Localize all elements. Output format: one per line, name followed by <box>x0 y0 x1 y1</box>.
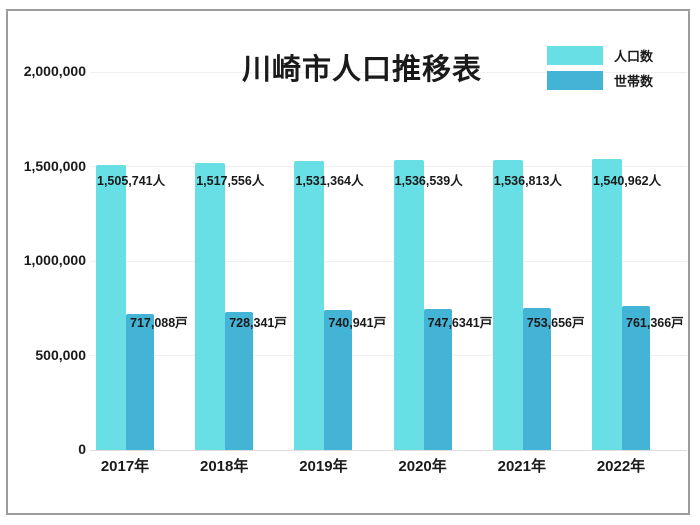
population-bar-2017年 <box>96 165 126 450</box>
population-value-label-2019年: 1,531,364人 <box>295 174 364 188</box>
population-bar-2018年 <box>195 163 226 450</box>
legend: 人口数 世帯数 <box>547 46 653 96</box>
household-bar-2017年 <box>126 314 154 450</box>
gridline-0 <box>90 449 687 451</box>
household-value-label-2021年: 753,656戸 <box>526 316 585 330</box>
household-value-label-2018年: 728,341戸 <box>229 316 287 330</box>
chart-title: 川崎市人口推移表 <box>241 54 482 86</box>
gridline-500000 <box>90 355 687 356</box>
gridline-2000000 <box>90 71 687 73</box>
x-axis-tick-label-2017年: 2017年 <box>100 458 150 475</box>
population-value-label-2021年: 1,536,813人 <box>493 174 562 188</box>
y-axis-tick-label: 0 <box>78 441 86 457</box>
household-bar-2019年 <box>324 309 353 450</box>
household-bar-2021年 <box>522 307 551 450</box>
population-value-label-2017年: 1,505,741人 <box>97 174 166 188</box>
y-axis-tick-label: 500,000 <box>35 346 86 363</box>
population-bar-2019年 <box>294 160 325 450</box>
legend-label-population: 人口数 <box>614 49 654 64</box>
population-bar-2022年 <box>592 158 622 450</box>
legend-item-household: 世帯数 <box>547 71 653 90</box>
legend-label-household: 世帯数 <box>614 74 654 89</box>
y-axis-tick-label: 2,000,000 <box>23 63 86 79</box>
x-axis-tick-label-2022年: 2022年 <box>596 458 646 475</box>
population-color-swatch <box>547 46 603 65</box>
x-axis-tick-label-2018年: 2018年 <box>200 458 249 475</box>
population-bar-2020年 <box>393 159 424 450</box>
x-axis-tick-label-2019年: 2019年 <box>299 458 348 475</box>
gridline-1500000 <box>90 166 687 167</box>
x-axis-tick-label-2020年: 2020年 <box>398 458 447 475</box>
population-value-label-2018年: 1,517,556人 <box>196 174 265 188</box>
household-value-label-2022年: 761,366戸 <box>626 316 684 330</box>
household-bar-2020年 <box>423 308 452 450</box>
y-axis-tick-label: 1,000,000 <box>23 252 86 268</box>
household-value-label-2017年: 717,088戸 <box>130 316 188 330</box>
population-value-label-2022年: 1,540,962人 <box>593 174 662 188</box>
household-value-label-2019年: 740,941戸 <box>328 316 387 330</box>
population-value-label-2020年: 1,536,539人 <box>394 174 463 188</box>
x-axis-tick-label-2021年: 2021年 <box>497 458 546 475</box>
household-bar-2022年 <box>622 306 650 450</box>
household-bar-2018年 <box>225 312 254 450</box>
population-bar-2021年 <box>492 159 523 450</box>
legend-item-population: 人口数 <box>547 46 653 65</box>
gridline-1000000 <box>90 260 687 262</box>
household-value-label-2020年: 747,6341戸 <box>427 316 493 330</box>
y-axis-tick-label: 1,500,000 <box>23 157 86 174</box>
household-color-swatch <box>547 71 603 90</box>
